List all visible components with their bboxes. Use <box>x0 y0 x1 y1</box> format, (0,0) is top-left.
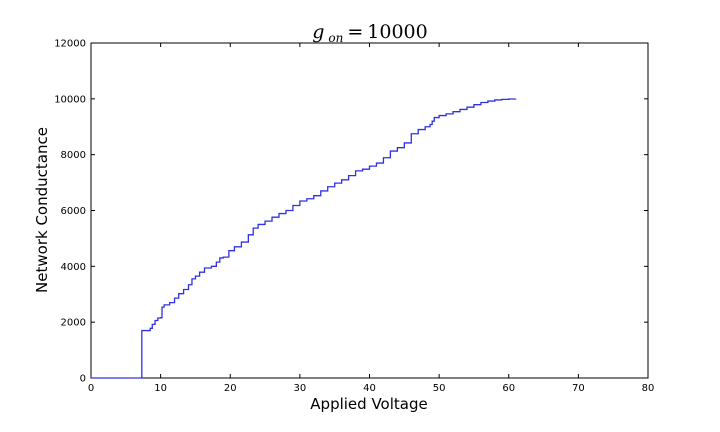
x-tick-label: 60 <box>502 383 515 394</box>
plot-frame <box>90 42 649 379</box>
x-tick-label: 50 <box>433 383 446 394</box>
chart-title: g on = 10000 <box>312 21 428 46</box>
series-line <box>91 98 517 379</box>
title-subscript: on <box>328 31 343 45</box>
x-axis-ticks: 0 10 20 30 40 50 60 70 80 <box>88 43 655 394</box>
x-axis-label: Applied Voltage <box>310 395 427 413</box>
y-tick-label: 0 <box>80 374 86 385</box>
x-tick-label: 40 <box>363 383 376 394</box>
y-tick-label: 2000 <box>61 318 86 329</box>
y-axis-ticks: 0 2000 4000 6000 8000 10000 12000 <box>54 39 648 385</box>
y-axis-label: Network Conductance <box>33 127 51 293</box>
y-tick-label: 12000 <box>54 39 86 50</box>
y-tick-label: 4000 <box>61 262 86 273</box>
title-equals: = <box>347 21 363 43</box>
x-tick-label: 80 <box>642 383 655 394</box>
x-tick-label: 20 <box>224 383 237 394</box>
y-tick-label: 10000 <box>54 94 86 105</box>
x-tick-label: 10 <box>154 383 167 394</box>
title-value: 10000 <box>367 21 427 43</box>
x-tick-label: 0 <box>88 383 94 394</box>
y-tick-label: 6000 <box>61 206 86 217</box>
x-tick-label: 30 <box>294 383 307 394</box>
x-tick-label: 70 <box>572 383 585 394</box>
title-symbol: g <box>312 21 324 43</box>
y-tick-label: 8000 <box>61 150 86 161</box>
